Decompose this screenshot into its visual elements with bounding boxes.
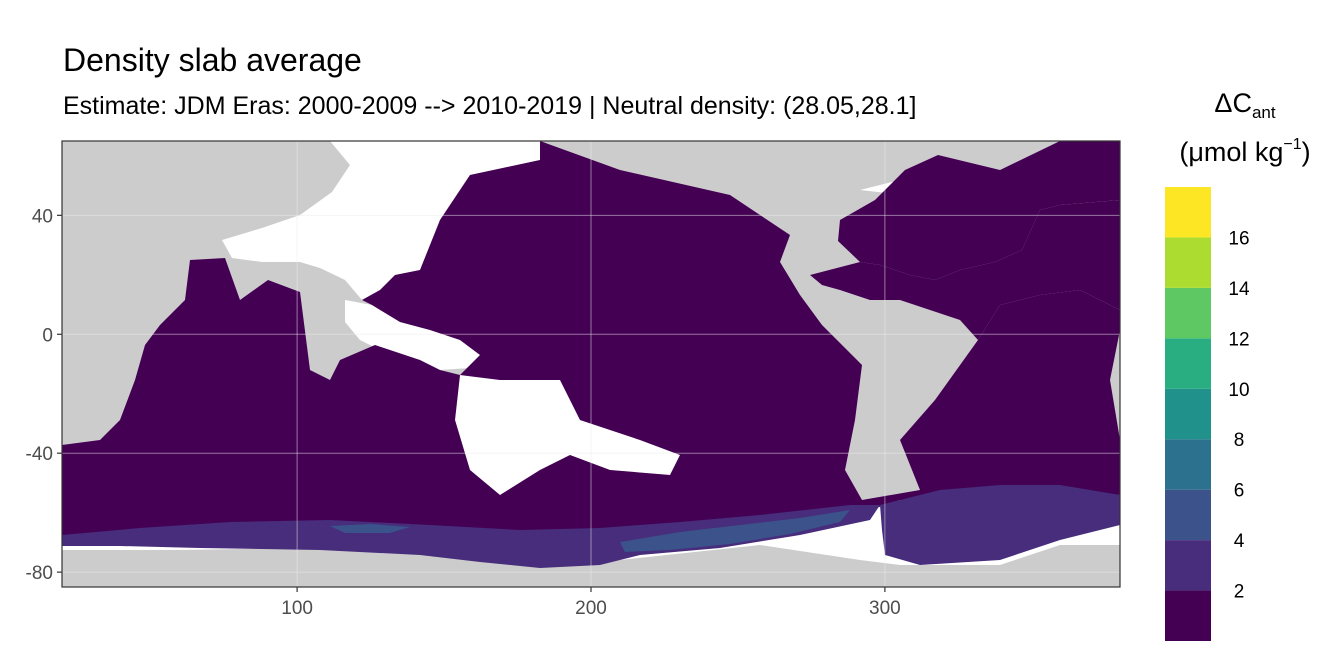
chart-subtitle: Estimate: JDM Eras: 2000-2009 --> 2010-2… xyxy=(63,92,917,120)
legend-title-unit: (μmol kg−1) xyxy=(1150,136,1340,168)
legend-color-bin xyxy=(1165,439,1211,490)
x-tick-label: 200 xyxy=(575,598,607,619)
grid-lines xyxy=(62,141,1120,587)
legend-color-bin xyxy=(1165,338,1211,389)
x-tick-label: 300 xyxy=(869,598,901,619)
legend-subscript: ant xyxy=(1251,103,1276,122)
legend-break-label: 6 xyxy=(1234,481,1245,502)
legend-color-bin xyxy=(1165,287,1211,339)
legend-symbol: ΔC xyxy=(1214,88,1252,118)
ocean-bin-0-2-atlantic-mid xyxy=(810,200,1120,340)
legend-unit-suffix: ) xyxy=(1301,137,1311,167)
color-legend: 2 4 6 8 10 12 14 16 xyxy=(1165,187,1250,641)
legend-color-bin xyxy=(1165,388,1211,440)
legend-color-bin xyxy=(1165,590,1211,641)
nodata-north-pacific-margin xyxy=(222,141,540,300)
legend-break-label: 4 xyxy=(1234,531,1245,552)
y-axis: 40 0 -40 -80 xyxy=(26,206,62,584)
legend-break-label: 2 xyxy=(1234,582,1245,603)
legend-break-label: 14 xyxy=(1228,279,1250,300)
y-tick-label: 40 xyxy=(32,206,53,227)
legend-break-label: 12 xyxy=(1228,329,1249,350)
legend-title-symbol: ΔCant xyxy=(1150,88,1340,123)
nodata-indonesia xyxy=(345,300,480,370)
x-tick-label: 100 xyxy=(281,598,313,619)
legend-color-bin xyxy=(1165,489,1211,541)
legend-break-label: 8 xyxy=(1234,430,1245,451)
legend-unit-prefix: (μmol kg xyxy=(1179,137,1284,167)
nodata-tasman xyxy=(455,375,680,495)
ocean-bin-2-4-weddell xyxy=(880,485,1120,565)
legend-break-label: 16 xyxy=(1228,228,1249,249)
legend-unit-exponent: −1 xyxy=(1283,136,1302,153)
x-axis: 100 200 300 xyxy=(281,587,901,619)
map-panel xyxy=(62,141,1120,587)
legend-color-bin xyxy=(1165,237,1211,288)
chart-title: Density slab average xyxy=(63,42,362,78)
y-tick-label: -40 xyxy=(26,444,53,465)
ocean-bin-4-6-ross-amundsen xyxy=(620,510,850,552)
ocean-bin-4-6-patch xyxy=(330,524,410,533)
legend-color-bin xyxy=(1165,187,1211,238)
legend-color-bin xyxy=(1165,540,1211,591)
ocean-bin-2-4-southern-band xyxy=(62,505,880,568)
legend-break-label: 10 xyxy=(1228,380,1249,401)
y-tick-label: 0 xyxy=(42,325,53,346)
y-tick-label: -80 xyxy=(26,563,53,584)
ocean-bin-0-2-north-atlantic xyxy=(838,141,1120,280)
